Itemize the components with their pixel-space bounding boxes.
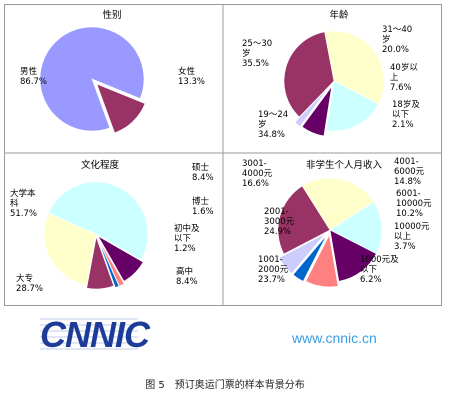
pie-chart-4: 非学生个人月收入 4001-6000元 14.8%6001-10000元 10.2%1…	[242, 157, 432, 288]
slice-label: 19～24 岁 34.8%	[258, 110, 288, 140]
pie-slice	[292, 234, 327, 282]
slice-label: 3001-4000元 16.6%	[242, 159, 273, 189]
pie-slice	[329, 201, 383, 255]
site-url: www.cnnic.cn	[292, 330, 377, 346]
pie-chart-2: 年龄 31～40 岁 20.0% 40岁以上 7.6% 18岁及以下 2.1% 19～24 岁 34…	[242, 9, 420, 140]
slice-label: 1000元及以下 6.2%	[360, 255, 399, 285]
slice-label: 4001-6000元 14.8%	[394, 157, 425, 187]
pie-slice	[301, 86, 332, 137]
pie-slice	[305, 234, 339, 288]
slice-label: 初中及以下 1.2%	[174, 223, 200, 254]
slice-label: 博士 1.6%	[192, 196, 214, 217]
slice-label: 大学本科 51.7%	[10, 188, 37, 219]
slice-label: 1001-2000元 23.7%	[258, 255, 289, 285]
slice-label: 40岁以上 7.6%	[390, 62, 418, 93]
chart-title: 性别	[102, 9, 121, 21]
slice-label: 10000元以上 3.7%	[394, 222, 430, 252]
slice-label: 18岁及以下 2.1%	[392, 99, 420, 130]
slice-label: 硕士 8.4%	[192, 162, 214, 183]
pie-slice	[294, 86, 330, 128]
chart-title: 文化程度	[81, 159, 120, 171]
pie-slice	[96, 83, 146, 134]
pie-slice	[97, 235, 144, 282]
pie-slice	[277, 185, 331, 255]
slice-label: 6001-10000元 10.2%	[396, 189, 432, 219]
slice-label: 女性 13.3%	[178, 66, 205, 87]
pie-slice	[301, 177, 375, 231]
pie-slice	[283, 31, 335, 118]
slice-label: 25～30 岁 35.5%	[242, 39, 272, 69]
chart-title: 非学生个人月收入	[306, 159, 383, 171]
cnnic-logo-stripes	[40, 318, 138, 350]
pie-slice	[86, 235, 115, 290]
slice-label: 2001-3000元 24.9%	[264, 207, 295, 237]
cnnic-logo: CNNIC	[40, 314, 150, 355]
slice-label: 大专 28.7%	[16, 273, 43, 294]
chart-title: 年龄	[329, 9, 349, 21]
pie-slice	[278, 233, 326, 274]
pie-slice	[48, 181, 149, 261]
pie-slice	[43, 212, 97, 286]
pie-slice	[324, 30, 385, 105]
pie-chart-3: 文化程度 硕士 8.4% 博士 1.6% 初中及以下 1.2% 高中 8.4% 大专 28.7% 大学…	[10, 159, 214, 294]
slice-label: 高中 8.4%	[176, 266, 198, 287]
pie-slice	[97, 238, 120, 288]
pie-slice	[97, 238, 125, 287]
pie-slice	[325, 80, 379, 132]
pie-slice	[39, 26, 145, 132]
figure-caption: 图 5 预订奥运门票的样本背景分布	[145, 380, 305, 391]
slice-label: 男性 86.7%	[20, 66, 47, 87]
slice-label: 31～40 岁 20.0%	[382, 25, 412, 55]
pie-slice	[329, 229, 377, 282]
